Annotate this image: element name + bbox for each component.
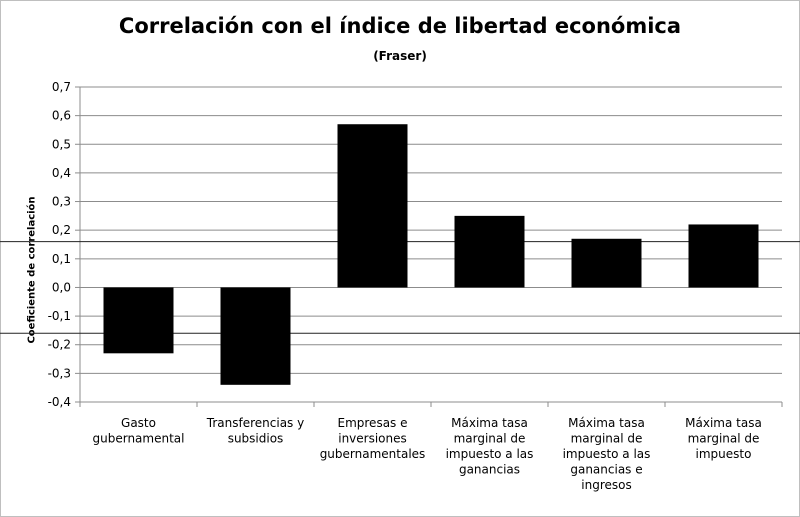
category-label: Máxima tasa	[568, 416, 645, 430]
y-tick-label: 0,2	[52, 223, 71, 237]
bar	[571, 238, 642, 288]
category-label: impuesto	[696, 447, 752, 461]
chart-title: Correlación con el índice de libertad ec…	[118, 14, 682, 38]
category-label: marginal de	[688, 432, 760, 446]
y-tick-label: -0,4	[48, 395, 71, 409]
chart-subtitle: (Fraser)	[373, 49, 427, 63]
category-label: inversiones	[338, 432, 407, 446]
y-tick-label: 0,1	[52, 252, 71, 266]
category-label: gubernamental	[93, 432, 185, 446]
category-label: impuesto a las	[446, 447, 534, 461]
bar	[103, 287, 174, 354]
bar	[220, 287, 291, 385]
y-tick-label: 0,3	[52, 195, 71, 209]
category-label: marginal de	[454, 432, 526, 446]
y-tick-label: 0,4	[52, 166, 71, 180]
bar	[688, 224, 759, 288]
category-label: Máxima tasa	[685, 416, 762, 430]
category-label: subsidios	[228, 432, 284, 446]
category-label: Transferencias y	[206, 416, 304, 430]
category-label: ganancias	[459, 463, 520, 477]
category-label: Empresas e	[338, 416, 408, 430]
y-tick-label: -0,2	[48, 338, 71, 352]
category-label: ingresos	[581, 478, 631, 492]
y-tick-label: 0,0	[52, 280, 71, 294]
bar	[454, 215, 525, 288]
bar	[337, 124, 408, 288]
category-label: ganancias e	[570, 463, 642, 477]
category-label: Gasto	[121, 416, 156, 430]
category-label: Máxima tasa	[451, 416, 528, 430]
category-label: gubernamentales	[320, 447, 426, 461]
y-tick-label: 0,5	[52, 137, 71, 151]
y-tick-label: -0,3	[48, 366, 71, 380]
category-label: marginal de	[571, 432, 643, 446]
y-tick-label: 0,6	[52, 109, 71, 123]
category-label: impuesto a las	[563, 447, 651, 461]
y-tick-label: -0,1	[48, 309, 71, 323]
y-tick-label: 0,7	[52, 80, 71, 94]
